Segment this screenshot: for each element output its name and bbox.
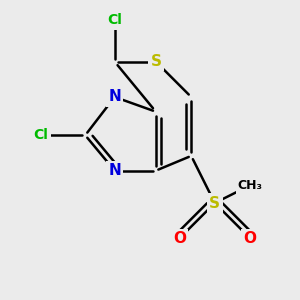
Text: N: N bbox=[108, 163, 121, 178]
Text: O: O bbox=[173, 231, 186, 246]
Text: S: S bbox=[209, 196, 220, 211]
Text: Cl: Cl bbox=[34, 128, 49, 142]
Text: CH₃: CH₃ bbox=[238, 179, 262, 192]
Text: N: N bbox=[108, 89, 121, 104]
Text: Cl: Cl bbox=[107, 14, 122, 27]
Text: O: O bbox=[244, 231, 256, 246]
Text: S: S bbox=[150, 54, 161, 69]
